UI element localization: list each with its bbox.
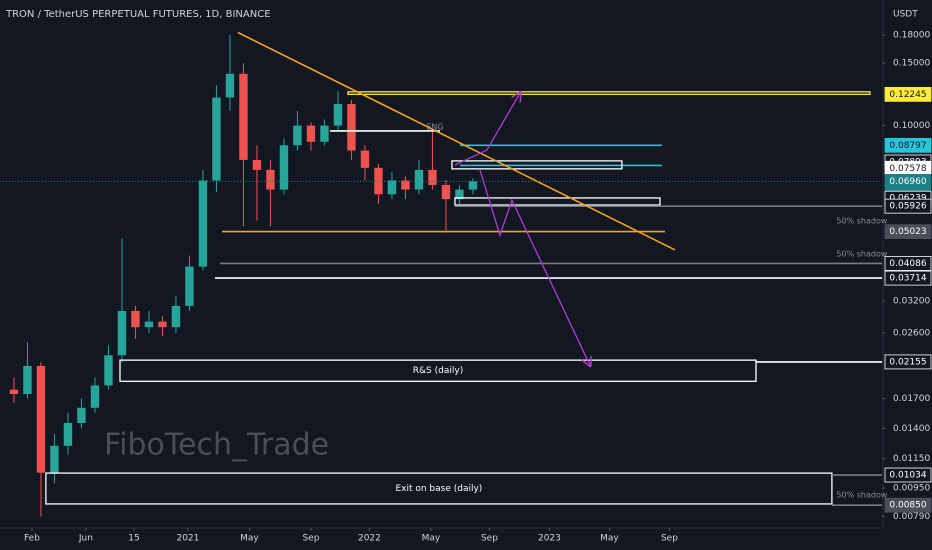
candle-body <box>279 145 289 190</box>
zone-box <box>119 359 757 382</box>
candle-body <box>90 385 100 408</box>
price-label: 0.03714 <box>889 274 926 284</box>
x-tick-label: Feb <box>24 534 40 544</box>
y-unit: USDT <box>893 10 918 20</box>
price-label: 0.02155 <box>889 357 926 367</box>
projection-arrow <box>479 169 590 365</box>
price-label-box <box>884 86 932 102</box>
price-label: 0.06239 <box>889 194 926 204</box>
x-tick-label: 2022 <box>358 534 381 544</box>
x-tick-label: 2023 <box>538 534 561 544</box>
y-tick-label: 0.00950 <box>893 484 930 494</box>
candle-body <box>225 73 235 98</box>
price-label: 0.12245 <box>889 90 926 100</box>
level-line <box>237 31 676 251</box>
candle-body <box>63 422 73 446</box>
x-tick-label: Jun <box>78 534 93 544</box>
candle-body <box>414 169 424 190</box>
candle-body <box>387 180 397 195</box>
zone-box <box>454 197 661 206</box>
candle-body <box>23 365 32 394</box>
price-label-box <box>884 270 932 286</box>
y-tick-label: 0.01400 <box>893 424 930 434</box>
zone-box <box>45 472 833 505</box>
y-tick-label: 0.10000 <box>893 121 930 131</box>
zone-box <box>451 160 623 170</box>
x-tick-label: May <box>240 534 259 544</box>
candle-body <box>333 104 343 126</box>
y-tick-label: 0.02600 <box>893 329 930 339</box>
candle-body <box>347 104 356 151</box>
candle-body <box>36 365 46 473</box>
price-label: 0.00850 <box>889 501 926 511</box>
candle-body <box>293 125 302 146</box>
y-tick-label: 0.01700 <box>893 394 930 404</box>
price-label-box <box>884 467 932 483</box>
price-label-box <box>884 497 932 513</box>
candle-body <box>104 355 113 386</box>
price-label: 0.08797 <box>889 141 926 151</box>
annotation: 50% shadow <box>836 491 887 500</box>
candle-body <box>360 150 370 168</box>
price-label-box <box>884 198 932 214</box>
price-label: 0.05926 <box>889 202 926 212</box>
annotation: 50% shadow <box>836 217 887 226</box>
price-label: 0.04086 <box>889 259 926 269</box>
y-tick-label: 0.15000 <box>893 59 930 69</box>
candle-body <box>441 184 451 200</box>
annotation: ENG <box>426 123 443 132</box>
candle-body <box>144 321 154 328</box>
watermark: FiboTech_Trade <box>104 428 329 463</box>
candle-body <box>239 73 248 160</box>
price-label-box <box>884 224 932 240</box>
x-tick-label: Sep <box>661 534 678 544</box>
candle-body <box>9 389 19 394</box>
projection-arrow <box>454 93 520 166</box>
x-tick-label: 2021 <box>176 534 199 544</box>
candle-body <box>320 125 329 142</box>
candle-body <box>185 266 194 306</box>
candle-body <box>401 180 410 190</box>
price-label: 0.01034 <box>889 471 926 481</box>
candle-body <box>131 310 140 328</box>
price-label-box <box>884 137 932 153</box>
candle-body <box>50 445 59 473</box>
price-label: 0.05023 <box>889 227 926 237</box>
y-tick-label: 0.00790 <box>893 512 930 522</box>
zone-label: R&S (daily) <box>413 366 463 376</box>
x-tick-label: May <box>422 534 441 544</box>
x-tick-label: Sep <box>302 534 319 544</box>
candle-body <box>117 310 127 356</box>
zone-box <box>347 91 871 95</box>
price-label-box <box>884 354 932 370</box>
x-tick-label: Sep <box>481 534 498 544</box>
candle-body <box>468 181 478 190</box>
y-tick-label: 0.18000 <box>893 31 930 41</box>
candle-body <box>212 97 221 181</box>
candle-body <box>306 125 316 142</box>
candle-body <box>198 180 208 267</box>
candle-body <box>455 189 464 200</box>
candle-body <box>77 407 86 423</box>
x-tick-label: 15 <box>128 534 139 544</box>
zone-label: Exit on base (daily) <box>395 484 482 494</box>
x-tick-label: May <box>600 534 619 544</box>
y-tick-label: 0.03200 <box>893 297 930 307</box>
candle-body <box>171 305 181 328</box>
candle-body <box>158 321 167 328</box>
candle-body <box>266 169 275 190</box>
y-tick-label: 0.01150 <box>893 454 930 464</box>
price-label: 0.07578 <box>889 164 926 174</box>
chart-title: TRON / TetherUS PERPETUAL FUTURES, 1D, B… <box>5 9 271 20</box>
candle-body <box>252 159 262 170</box>
candle-body <box>428 169 437 185</box>
price-label-box <box>884 255 932 271</box>
price-label: 0.06960 <box>889 177 926 187</box>
annotation: 50% shadow <box>836 250 887 259</box>
